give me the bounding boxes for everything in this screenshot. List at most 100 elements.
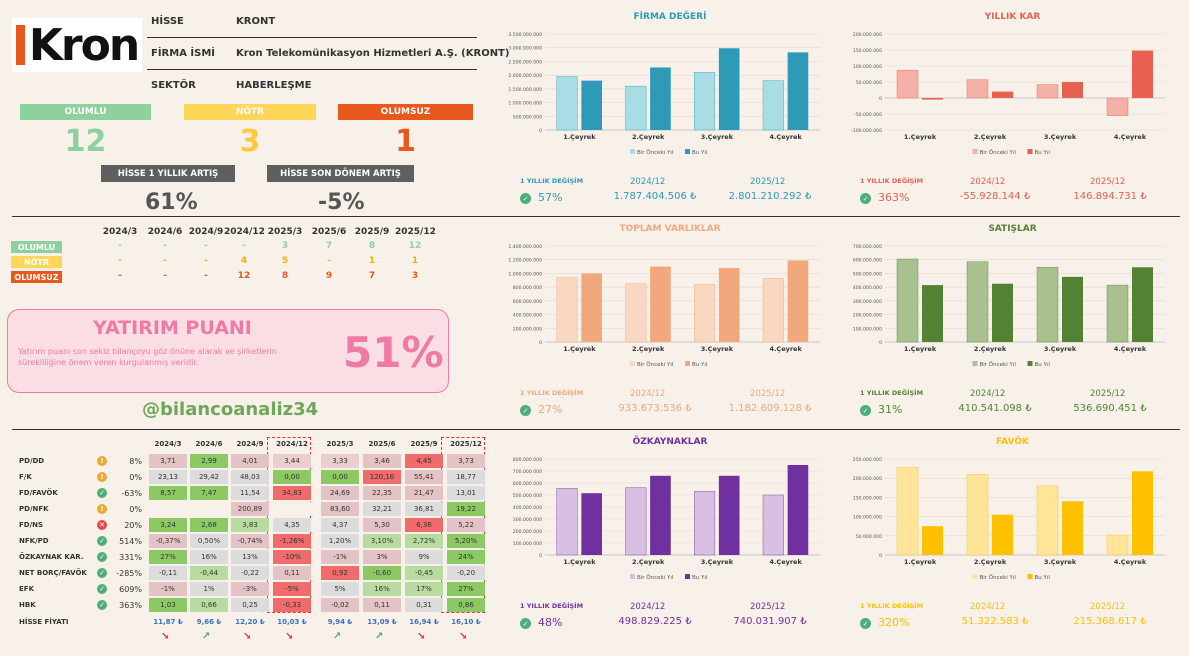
x-tick-label: 1.Çeyrek <box>904 345 937 353</box>
bar-this-year <box>650 475 671 555</box>
metrics-period-header: 2024/6 <box>195 440 223 448</box>
x-tick-label: 2.Çeyrek <box>974 345 1007 353</box>
metric-cell: 3,44 <box>273 454 311 468</box>
stat-change-pct: 363% <box>878 191 910 204</box>
bar-this-year <box>992 91 1013 98</box>
metric-cell: 13,01 <box>447 486 485 500</box>
chart-title: TOPLAM VARLIKLAR <box>619 224 721 234</box>
bar-this-year <box>787 465 809 555</box>
metric-cell: -0,02 <box>321 598 359 612</box>
legend-swatch-current <box>1027 149 1033 154</box>
metric-cell: 5,20% <box>447 534 485 548</box>
check-icon: ✓ <box>520 618 531 629</box>
x-tick-label: 2.Çeyrek <box>632 133 665 141</box>
metric-name: EFK <box>19 585 34 593</box>
x-tick-label: 1.Çeyrek <box>563 558 596 566</box>
metric-cell: -0,60 <box>363 566 401 580</box>
bar-previous-year <box>896 467 919 556</box>
history-cell: 12 <box>237 271 251 281</box>
history-cell: - <box>163 271 167 281</box>
metric-change: 8% <box>129 457 142 466</box>
stat-value-2: 146.894.731 ₺ <box>1073 191 1147 202</box>
warning-icon: ! <box>97 472 107 482</box>
trend-down-icon: ↘ <box>285 631 294 642</box>
bar-previous-year <box>556 277 578 343</box>
price-value: 16,94 ₺ <box>409 618 439 626</box>
bar-previous-year <box>762 494 784 556</box>
yearly-change-label: HİSSE 1 YILLIK ARTIŞ <box>101 165 235 182</box>
x-tick-label: 4.Çeyrek <box>1114 558 1147 566</box>
y-tick-label: 800.000.000 <box>513 457 542 463</box>
x-tick-label: 2.Çeyrek <box>632 345 665 353</box>
bar-this-year <box>718 267 740 342</box>
metrics-period-header: 2024/9 <box>236 440 264 448</box>
metric-cell <box>149 502 187 516</box>
metric-cell: 0,11 <box>273 566 311 580</box>
metric-cell: 3,10% <box>363 534 401 548</box>
y-tick-label: 1.000.000.000 <box>508 101 542 107</box>
x-tick-label: 3.Çeyrek <box>701 133 734 141</box>
info-value-hisse: KRONT <box>236 16 276 27</box>
metric-cell: 5,30 <box>363 518 401 532</box>
legend-label-current: Bu Yıl <box>692 575 708 581</box>
metric-cell: 0,11 <box>363 598 401 612</box>
check-icon: ✓ <box>860 405 871 416</box>
y-tick-label: 0 <box>539 128 542 134</box>
y-tick-label: 100.000.000 <box>513 541 542 547</box>
y-tick-label: 250.000.000 <box>853 457 882 463</box>
chart-title: FAVÖK <box>996 437 1029 447</box>
stat-period-1: 2024/12 <box>630 602 666 612</box>
y-tick-label: 0 <box>879 340 882 346</box>
metric-change: 363% <box>119 601 142 610</box>
metric-cell: 13% <box>231 550 269 564</box>
metric-cell: 9% <box>405 550 443 564</box>
metric-cell: 5% <box>321 582 359 596</box>
stat-value-1: 51.322.583 ₺ <box>961 616 1029 627</box>
metric-cell: 0,66 <box>190 598 228 612</box>
metric-cell: 29,42 <box>190 470 228 484</box>
history-row-label: NÖTR <box>11 256 62 268</box>
stat-period-1: 2024/12 <box>970 602 1006 612</box>
history-period-header: 2025/3 <box>267 227 303 237</box>
trend-up-icon: ↗ <box>375 631 384 642</box>
x-tick-label: 3.Çeyrek <box>701 558 734 566</box>
metric-cell: 3,24 <box>149 518 187 532</box>
bar-this-year <box>1132 267 1153 342</box>
metric-cell: 120,16 <box>363 470 401 484</box>
y-tick-label: 400.000.000 <box>513 313 542 319</box>
y-tick-label: 2.000.000.000 <box>508 73 542 79</box>
y-tick-label: 600.000.000 <box>513 481 542 487</box>
history-cell: 8 <box>281 271 289 281</box>
x-tick-label: 2.Çeyrek <box>632 558 665 566</box>
y-tick-label: 150.000.000 <box>853 48 882 54</box>
bar-this-year <box>992 514 1013 555</box>
metric-cell: 2,99 <box>190 454 228 468</box>
metric-cell: 23,13 <box>149 470 187 484</box>
y-tick-label: 500.000.000 <box>513 114 542 120</box>
stat-period-2: 2025/12 <box>1090 602 1126 612</box>
metric-cell: -0,44 <box>190 566 228 580</box>
legend-swatch-current <box>685 149 690 154</box>
y-tick-label: 500.000.000 <box>853 271 882 277</box>
metric-cell: -1,26% <box>273 534 311 548</box>
legend-label-previous: Bir Önceki Yıl <box>980 361 1017 368</box>
period-change-label: HİSSE SON DÖNEM ARTIŞ <box>267 165 414 182</box>
history-period-header: 2025/12 <box>395 227 436 237</box>
legend-swatch-previous <box>630 361 635 366</box>
stat-period-1: 2024/12 <box>630 389 666 399</box>
history-row-label: OLUMLU <box>11 241 62 253</box>
y-tick-label: -50.000.000 <box>854 112 882 118</box>
history-cell: - <box>163 256 167 266</box>
stat-period-2: 2025/12 <box>750 177 786 187</box>
history-period-header: 2024/6 <box>147 227 183 237</box>
bar-previous-year <box>694 72 716 131</box>
bar-previous-year <box>966 474 989 556</box>
stat-value-1: -55.928.144 ₺ <box>959 191 1031 202</box>
history-cell: 9 <box>325 271 333 281</box>
metric-cell: 200,89 <box>231 502 269 516</box>
bar-previous-year <box>762 80 784 131</box>
bar-this-year <box>650 67 671 130</box>
bar-this-year <box>1062 276 1083 342</box>
metric-cell: 1,03 <box>149 598 187 612</box>
legend-label-previous: Bir Önceki Yıl <box>637 574 674 581</box>
